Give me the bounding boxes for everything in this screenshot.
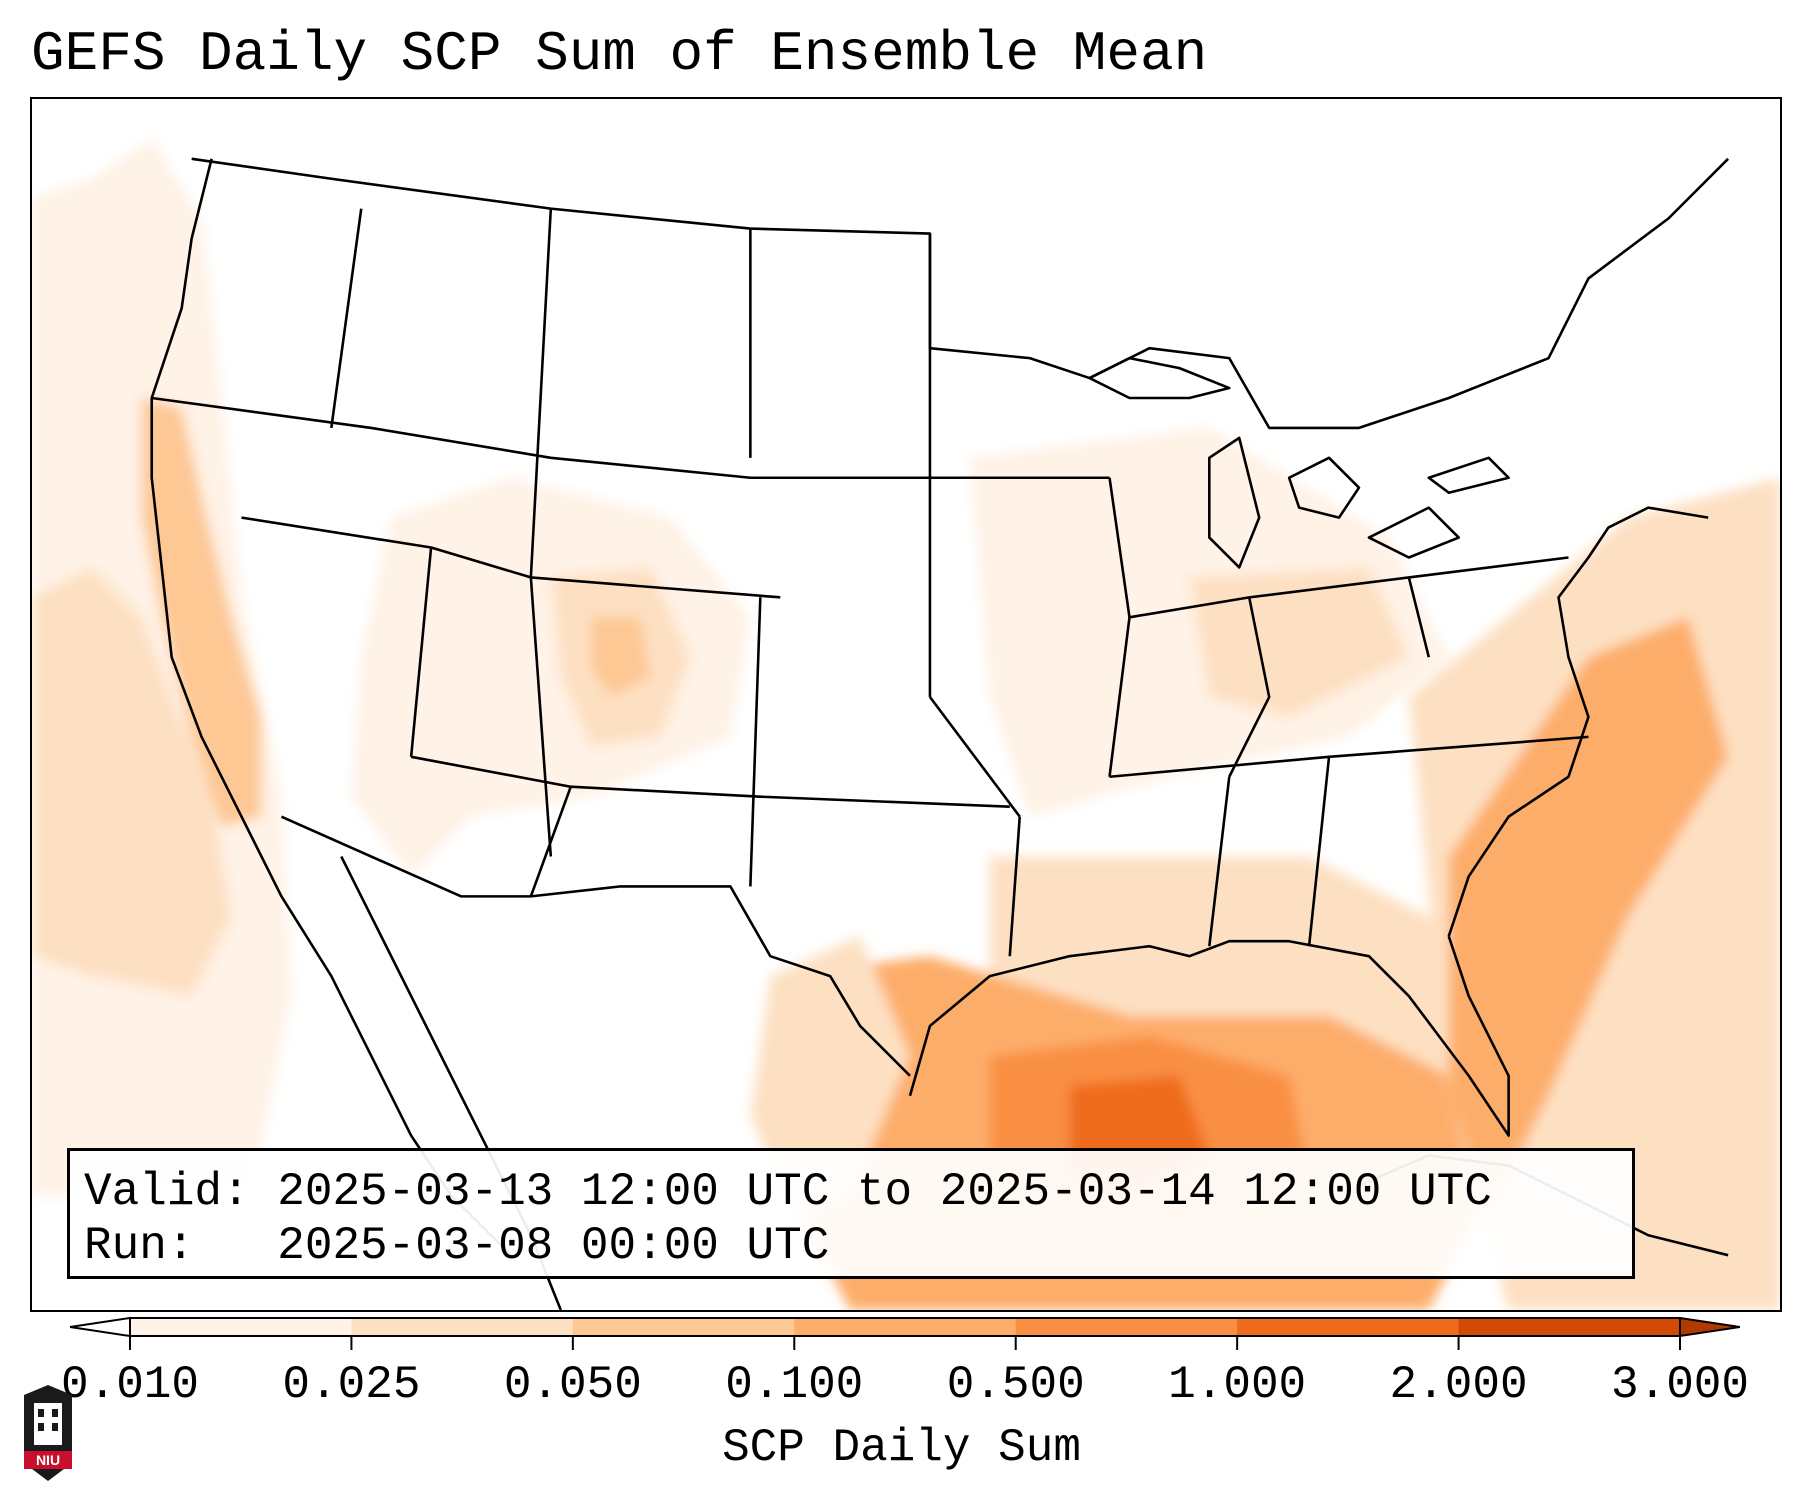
colorbar-segment — [130, 1318, 352, 1336]
state-lines — [151, 208, 1589, 957]
colorbar-segment — [572, 1318, 795, 1336]
valid-time-line: Valid: 2025-03-13 12:00 UTC to 2025-03-1… — [84, 1166, 1492, 1218]
east-coast — [1447, 506, 1709, 937]
colorbar-segment — [1458, 1318, 1681, 1336]
scp-shading — [32, 138, 1780, 1310]
colorbar-tick-label: 0.050 — [503, 1359, 642, 1411]
valid-run-box: Valid: 2025-03-13 12:00 UTC to 2025-03-1… — [67, 1148, 1635, 1279]
us-canada-border — [191, 157, 1730, 430]
colorbar-extend-min — [70, 1316, 131, 1338]
map-title: GEFS Daily SCP Sum of Ensemble Mean — [31, 22, 1208, 86]
map-panel — [30, 97, 1782, 1312]
colorbar-tick-label: 0.025 — [282, 1359, 421, 1411]
map-svg — [32, 138, 1780, 1310]
shade-atlantic-strong — [1448, 617, 1729, 1216]
west-coast — [150, 158, 512, 1257]
colorbar-segment — [1015, 1318, 1238, 1336]
colorbar-ticks — [129, 1336, 1681, 1350]
colorbar-tick-label: 0.500 — [946, 1359, 1085, 1411]
shade-colorado-core — [590, 617, 651, 698]
colorbar-tick-label: 1.000 — [1168, 1359, 1307, 1411]
colorbar — [70, 1316, 1740, 1350]
colorbar-segment — [351, 1318, 574, 1336]
colorbar-tick-label: 2.000 — [1389, 1359, 1528, 1411]
shade-ohio — [1189, 567, 1409, 717]
colorbar-tick-label: 3.000 — [1610, 1359, 1750, 1411]
us-mexico-border — [280, 815, 911, 1077]
colorbar-tick-label: 0.100 — [725, 1359, 864, 1411]
colorbar-label: SCP Daily Sum — [722, 1422, 1081, 1474]
colorbar-segment — [1237, 1318, 1460, 1336]
shade-coastal-ca — [141, 398, 262, 827]
colorbar-segments — [70, 1316, 1740, 1338]
shade-mexico-light — [750, 936, 910, 1216]
logo-red-band — [24, 1451, 72, 1469]
colorbar-tick-label: 0.010 — [60, 1359, 200, 1411]
colorbar-extend-max — [1679, 1316, 1740, 1338]
run-time-line: Run: 2025-03-08 00:00 UTC — [84, 1220, 830, 1272]
great-lakes — [1088, 356, 1510, 569]
niu-logo: NIU — [24, 1385, 72, 1481]
shade-pacific-medium — [32, 567, 232, 997]
gulf-coast — [908, 935, 1510, 1137]
shade-rockies-light — [351, 477, 751, 877]
logo-text: NIU — [36, 1452, 60, 1468]
colorbar-segment — [794, 1318, 1017, 1336]
